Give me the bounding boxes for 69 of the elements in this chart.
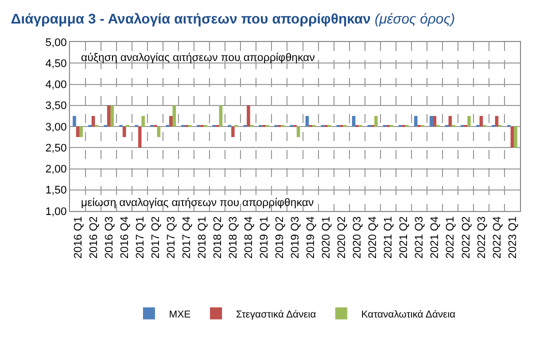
x-tick-label: 2022 Q2 [460, 216, 472, 259]
x-tick-label: 2019 Q2 [274, 216, 286, 259]
x-tick-label: 2016 Q2 [88, 216, 100, 259]
y-tick-label: 4,50 [45, 58, 67, 70]
bar [480, 116, 483, 126]
bar [430, 116, 433, 126]
x-tick-label: 2020 Q2 [336, 216, 348, 259]
bar [432, 116, 436, 126]
y-tick-label: 5,00 [45, 36, 67, 49]
bar [72, 116, 76, 126]
x-tick-label: 2022 Q3 [476, 216, 488, 259]
x-tick-label: 2019 Q4 [305, 216, 318, 259]
bar [510, 126, 514, 148]
x-tick-label: 2020 Q4 [367, 216, 380, 259]
x-tick-label: 2016 Q3 [103, 216, 116, 259]
x-tick-label: 2018 Q4 [243, 216, 256, 259]
x-tick-label: 2019 Q3 [290, 216, 302, 259]
x-tick-label: 2022 Q4 [491, 216, 504, 259]
legend-label: ΜΧΕ [169, 309, 191, 320]
x-tick-label: 2021 Q3 [414, 216, 426, 259]
y-tick-label: 2,50 [45, 142, 67, 154]
bar [92, 116, 95, 126]
annotation: μείωση αναλογίας αιτήσεων που απορρίφθηκαν [81, 197, 314, 209]
bar [79, 126, 83, 138]
y-tick-label: 3,50 [45, 100, 67, 112]
x-tick-label: 2022 Q1 [444, 216, 457, 259]
y-tick-label: 1,50 [45, 184, 67, 197]
legend-label: Στεγαστικά Δάνεια [236, 309, 316, 320]
x-tick-label: 2018 Q1 [196, 216, 208, 259]
bar [76, 126, 80, 138]
x-tick-label: 2017 Q1 [134, 216, 146, 259]
bar [122, 126, 126, 138]
x-tick-label: 2021 Q1 [382, 216, 395, 259]
bar [414, 116, 418, 126]
annotation: αύξηση αναλογίας αιτήσεων που απορρίφθηκαν [81, 52, 316, 64]
bar [352, 116, 356, 126]
x-tick-label: 2020 Q1 [320, 216, 333, 259]
x-tick-label: 2018 Q3 [228, 216, 240, 259]
x-tick-label: 2023 Q1 [506, 216, 519, 259]
x-tick-label: 2019 Q1 [258, 216, 271, 259]
x-tick-label: 2016 Q1 [72, 216, 84, 259]
x-tick-label: 2020 Q3 [352, 216, 364, 259]
bar [172, 105, 176, 126]
bar [448, 116, 452, 126]
chart-title: Διάγραμμα 3 - Αναλογία αιτήσεων που απορρίφθηκαν [10, 10, 371, 26]
y-tick-label: 3,00 [45, 121, 67, 134]
legend-label: Καταναλωτικά Δάνεια [361, 309, 456, 320]
bar [169, 116, 173, 126]
bar [110, 105, 114, 126]
bar [514, 126, 518, 148]
x-tick-label: 2018 Q2 [212, 216, 224, 259]
chart-subtitle: (μέσος όρος) [374, 10, 456, 26]
bar [142, 116, 145, 126]
bar [138, 126, 142, 148]
y-tick-label: 4,00 [45, 79, 67, 92]
x-tick-label: 2021 Q4 [429, 216, 442, 259]
x-tick-label: 2017 Q4 [180, 216, 193, 259]
x-tick-label: 2017 Q3 [165, 216, 178, 259]
x-tick-label: 2017 Q2 [150, 216, 162, 259]
bar [157, 126, 160, 138]
bar [107, 105, 110, 126]
bar [296, 126, 300, 138]
y-tick-label: 2,00 [45, 164, 67, 176]
bar [495, 116, 498, 126]
x-tick-label: 2016 Q4 [118, 216, 131, 259]
x-tick-label: 2021 Q2 [398, 216, 410, 259]
bar [219, 105, 222, 126]
y-tick-label: 1,00 [45, 206, 67, 218]
bar [305, 116, 309, 126]
